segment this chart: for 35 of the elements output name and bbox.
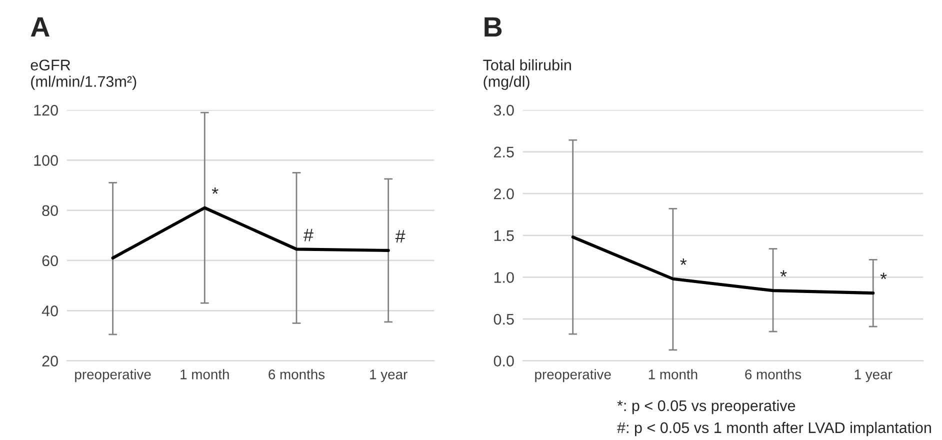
line-series	[571, 236, 875, 295]
y-tick-label: 20	[42, 356, 58, 366]
annotation: *	[212, 187, 218, 194]
x-tick-label: 6 months	[745, 369, 802, 380]
x-tick-label: 1 year	[854, 370, 892, 382]
annotation: #	[395, 230, 406, 243]
y-tick-label: 100	[34, 155, 58, 166]
x-tick-label: 1 month	[180, 369, 229, 380]
text: #: p < 0.05 vs 1 month after LVAD implantation	[617, 422, 931, 436]
chart-title: A	[30, 17, 50, 37]
y-tick-label: 60	[42, 255, 58, 266]
y-tick-label: 1.0	[494, 272, 514, 283]
y-tick-label: 1.5	[494, 230, 514, 242]
annotation: #	[304, 228, 314, 242]
x-tick-label: 6 months	[268, 369, 325, 380]
y-tick-label: 2.5	[494, 146, 514, 158]
y-tick-label: 80	[42, 205, 58, 216]
y-tick-label: 120	[34, 104, 58, 116]
text: *: p < 0.05 vs preoperative	[617, 400, 796, 414]
annotation: *	[680, 258, 687, 265]
x-tick-label: preoperative	[535, 369, 611, 382]
x-tick-label: 1 month	[648, 369, 698, 380]
y-tick-label: 0.0	[494, 356, 514, 366]
y-tick-label: 0.5	[494, 314, 514, 325]
y-tick-label: 2.0	[494, 188, 514, 200]
y-tick-label: 40	[42, 306, 58, 316]
chart-title: B	[484, 17, 502, 37]
line-series	[111, 206, 390, 260]
x-tick-label: preoperative	[75, 369, 151, 382]
y-axis-title: eGFR (ml/min/1.73m²)	[30, 60, 136, 90]
x-tick-label: 1 year	[370, 370, 408, 382]
annotation: *	[880, 272, 887, 280]
y-tick-label: 3.0	[494, 104, 514, 116]
y-axis-title: Total bilirubin (mg/dl)	[483, 59, 571, 90]
annotation: *	[780, 270, 787, 277]
